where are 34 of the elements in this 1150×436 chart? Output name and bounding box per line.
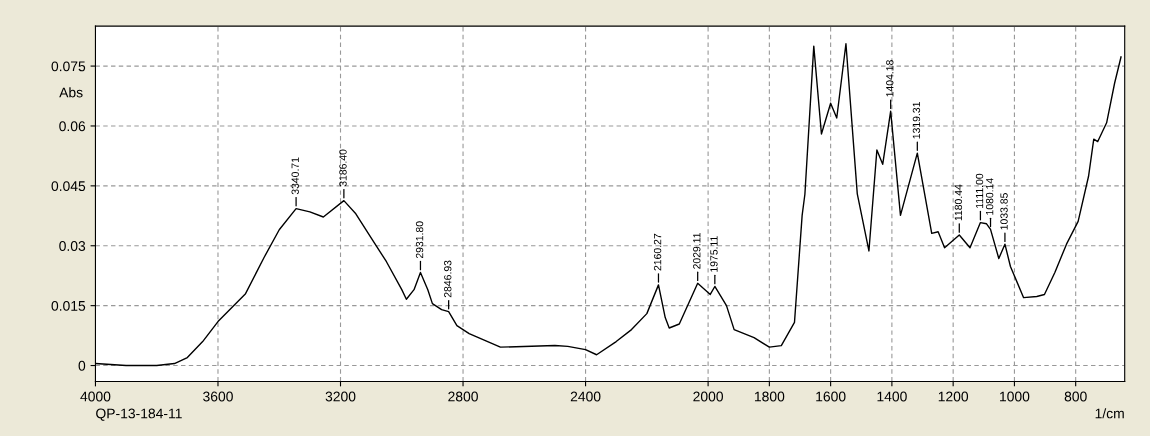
x-tick-label: 800 <box>1064 391 1087 402</box>
annotation: 1033.85 <box>1000 193 1008 230</box>
x-tick-label: 1400 <box>877 391 907 402</box>
y-tick-label: 0.03 <box>59 241 86 251</box>
x-tick-label: 2000 <box>693 391 724 402</box>
text: QP-13-184-11 <box>96 408 182 421</box>
y-tick-label: 0 <box>78 360 86 371</box>
y-tick-label: 0.075 <box>51 61 86 72</box>
x-tick-label: 1200 <box>938 391 969 402</box>
annotation: 1080.14 <box>985 178 994 215</box>
annotation: 1111.00 <box>975 173 984 208</box>
annotation: 1319.31 <box>912 102 921 139</box>
annotation: 3340.71 <box>291 157 299 195</box>
x-tick-label: 2800 <box>448 391 478 402</box>
annotation: 3186.40 <box>339 149 347 187</box>
y-axis-title: Abs <box>59 87 83 98</box>
x-axis-title: 1/cm <box>1095 408 1124 419</box>
annotation: 1180.44 <box>954 184 963 221</box>
x-tick-label: 1000 <box>1000 391 1030 402</box>
y-tick-label: 0.015 <box>51 300 86 311</box>
y-tick-label: 0.06 <box>59 121 86 132</box>
x-tick-label: 1600 <box>816 391 846 402</box>
annotation: 2846.93 <box>444 260 452 298</box>
x-tick-label: 4000 <box>80 391 111 402</box>
annotation: 2160.27 <box>653 233 662 271</box>
x-tick-label: 3600 <box>203 391 233 402</box>
x-tick-label: 1800 <box>754 391 785 402</box>
y-tick-label: 0.045 <box>51 181 86 192</box>
annotation: 1404.18 <box>886 60 894 97</box>
x-tick-label: 3200 <box>325 391 356 402</box>
annotation: 2931.80 <box>415 221 424 259</box>
annotation: 2029.11 <box>693 233 701 269</box>
x-tick-label: 2400 <box>570 391 601 402</box>
annotation: 1975.11 <box>710 236 718 272</box>
